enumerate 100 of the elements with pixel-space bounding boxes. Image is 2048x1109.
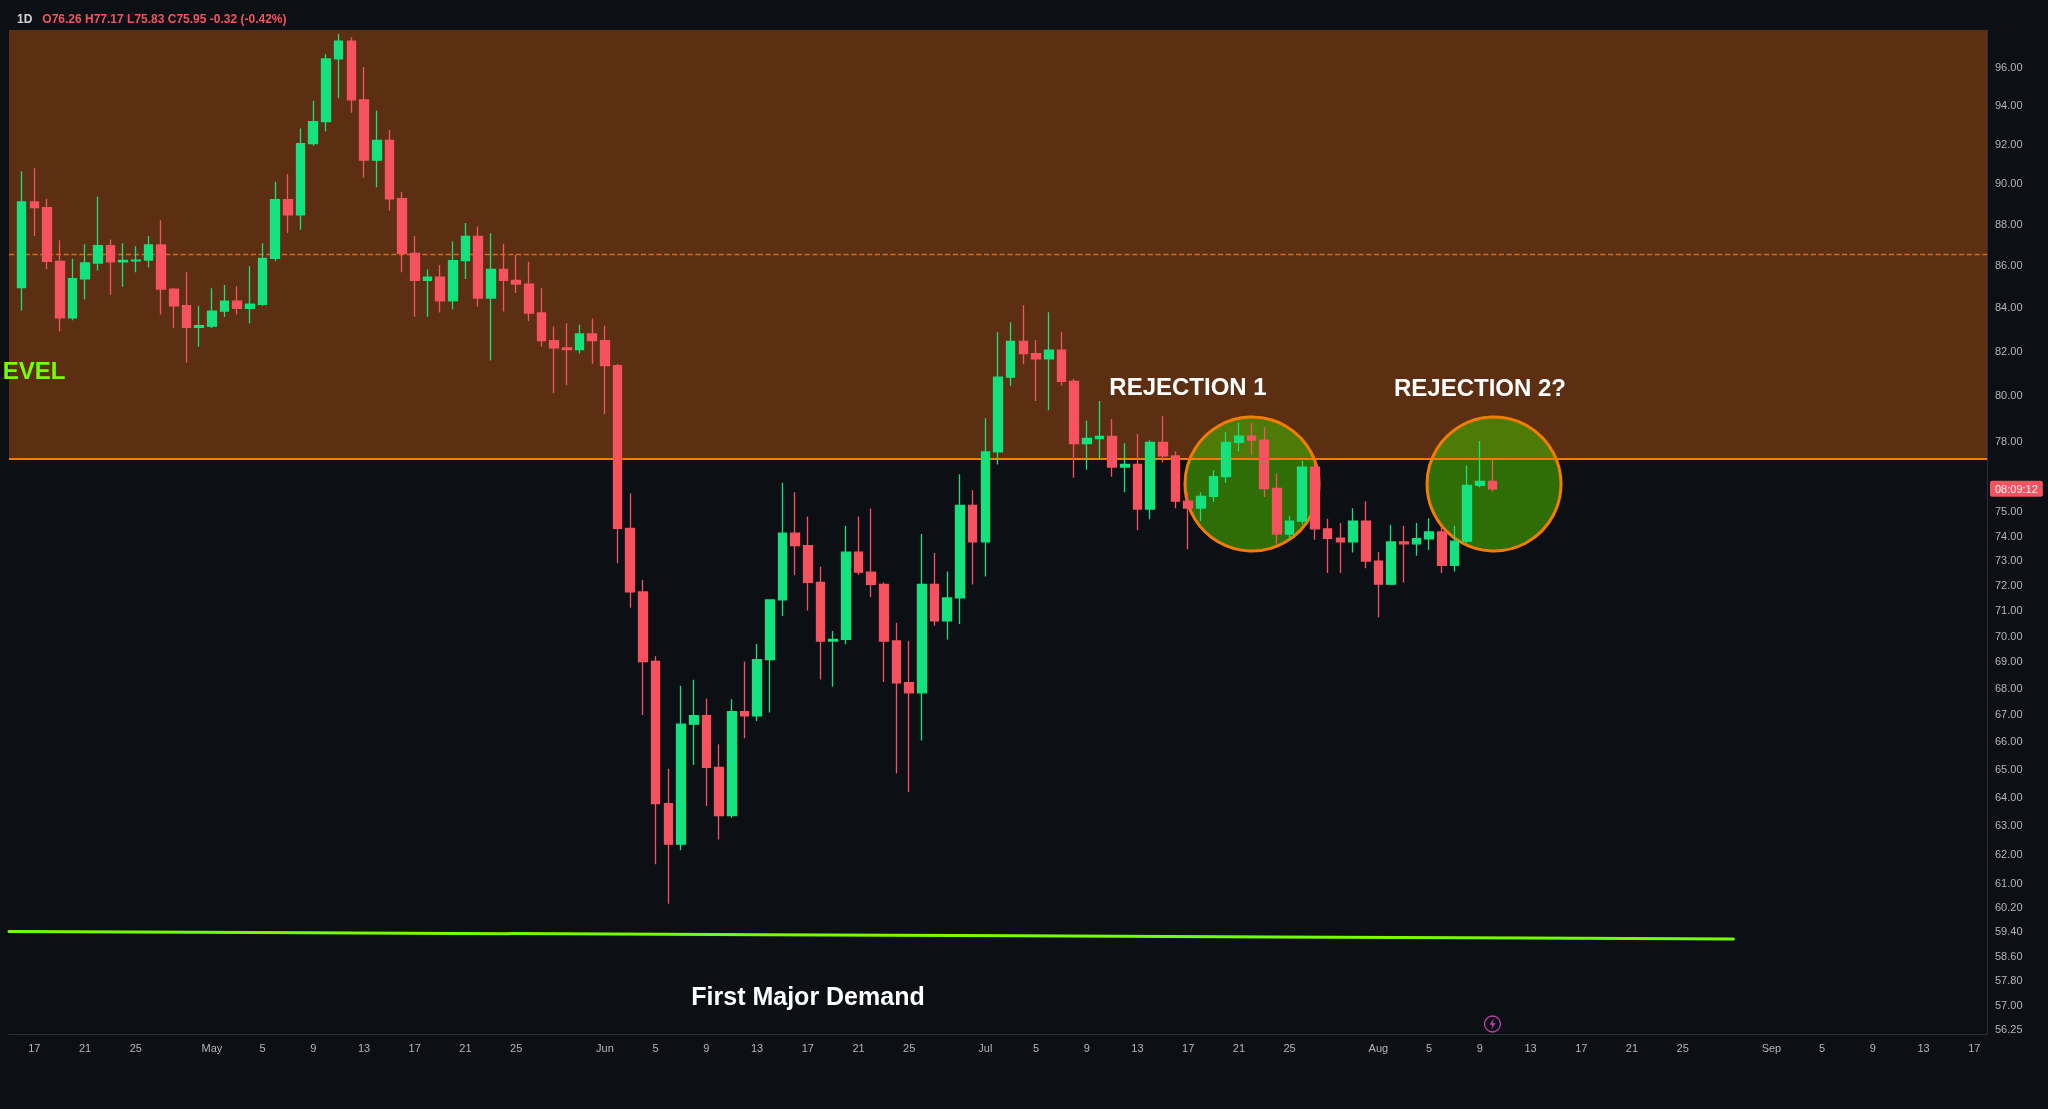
candlestick xyxy=(79,243,91,301)
x-tick-label: 5 xyxy=(1819,1041,1826,1054)
candlestick xyxy=(1030,339,1042,402)
candlestick xyxy=(1043,311,1055,411)
candlestick xyxy=(561,322,573,386)
candlestick xyxy=(980,417,991,578)
candlestick xyxy=(92,195,104,272)
candlestick xyxy=(219,284,230,318)
y-tick-label: 72.00 xyxy=(1995,578,2023,591)
candlestick xyxy=(67,258,78,321)
candlestick xyxy=(1474,440,1486,489)
candlestick xyxy=(1144,439,1156,520)
y-tick-label: 96.00 xyxy=(1995,61,2023,74)
candlestick xyxy=(599,325,611,415)
candlestick xyxy=(1246,422,1257,456)
y-tick-label: 63.00 xyxy=(1995,819,2023,832)
candlestick xyxy=(1157,415,1169,464)
candlestick xyxy=(472,225,484,308)
candlestick xyxy=(827,630,839,688)
x-tick-label: 17 xyxy=(801,1041,814,1054)
candlestick xyxy=(295,127,306,231)
candlestick xyxy=(41,198,53,270)
candlestick xyxy=(1208,469,1219,503)
y-tick-label: 94.00 xyxy=(1995,99,2023,111)
annotation: REJECTION 1 xyxy=(1109,372,1267,400)
candlestick xyxy=(853,515,864,576)
y-tick-label: 58.60 xyxy=(1995,949,2023,962)
x-tick-label: Sep xyxy=(1761,1041,1782,1054)
y-tick-label: 68.00 xyxy=(1995,681,2023,694)
y-tick-label: 59.40 xyxy=(1995,925,2023,938)
x-tick-label: 9 xyxy=(1476,1041,1483,1054)
candlestick xyxy=(929,552,940,627)
candlestick xyxy=(726,698,738,819)
candlestick xyxy=(637,579,649,716)
x-tick-label: 9 xyxy=(1083,1041,1090,1054)
candlestick xyxy=(1309,461,1321,541)
x-tick-label: Jul xyxy=(978,1041,993,1054)
x-tick-label: 21 xyxy=(78,1041,92,1054)
candlestick xyxy=(1335,522,1346,574)
y-tick-label: 92.00 xyxy=(1995,137,2023,150)
candlestick xyxy=(891,622,902,775)
candlestick xyxy=(371,110,383,188)
candlestick xyxy=(1423,517,1435,551)
candlestick xyxy=(460,222,471,280)
candlestick xyxy=(244,265,256,325)
x-tick-label: 13 xyxy=(750,1041,764,1054)
y-tick-label: 62.00 xyxy=(1995,848,2023,861)
candlestick xyxy=(650,655,661,865)
candlestick xyxy=(1373,551,1384,618)
candlestick xyxy=(193,305,205,348)
candlestick xyxy=(916,533,928,742)
y-tick-label: 65.00 xyxy=(1995,762,2023,775)
y-tick-label: 57.00 xyxy=(1995,999,2023,1012)
x-tick-label: 17 xyxy=(408,1041,421,1054)
y-tick-label: 80.00 xyxy=(1995,389,2023,402)
y-tick-label: 82.00 xyxy=(1995,344,2023,357)
candlestick xyxy=(16,170,27,312)
candlestick xyxy=(422,268,433,318)
candlestick xyxy=(1094,400,1105,461)
candlestick xyxy=(536,287,547,348)
candlestick xyxy=(1106,418,1118,478)
y-tick-label: 86.00 xyxy=(1995,259,2023,272)
candlestick xyxy=(498,243,509,313)
candlestick xyxy=(1322,517,1333,574)
candlestick xyxy=(1347,507,1359,554)
candlestick xyxy=(396,191,408,273)
candlestick xyxy=(1220,431,1232,484)
x-tick-label: Aug xyxy=(1368,1041,1389,1054)
candlestick xyxy=(574,324,585,355)
candlestick xyxy=(346,36,357,114)
y-tick-label: 70.00 xyxy=(1995,629,2023,642)
candlestick xyxy=(523,261,535,322)
chart-title: 1D xyxy=(17,12,33,26)
candlestick xyxy=(967,489,978,586)
y-tick-label: 66.00 xyxy=(1995,735,2023,748)
candlestick xyxy=(789,491,801,576)
x-tick-label: 5 xyxy=(1426,1041,1433,1054)
candlestick xyxy=(1005,321,1016,387)
candlestick xyxy=(1284,515,1295,541)
candlestick xyxy=(1018,304,1029,365)
y-tick-label: 64.00 xyxy=(1995,790,2023,803)
x-tick-label: May xyxy=(201,1041,223,1054)
candlestick xyxy=(1461,464,1473,544)
x-tick-label: 17 xyxy=(28,1041,41,1054)
candlestick xyxy=(333,33,344,99)
candlestick xyxy=(1170,450,1181,509)
x-tick-label: 21 xyxy=(1625,1041,1639,1054)
candlestick xyxy=(155,219,167,316)
candlestick xyxy=(1398,524,1410,584)
annotation: REJECTION 2? xyxy=(1393,373,1567,401)
y-tick-label: 73.00 xyxy=(1995,554,2023,567)
candlestick xyxy=(764,599,776,714)
x-tick-label: 25 xyxy=(1283,1041,1296,1054)
candlestick xyxy=(384,129,395,212)
candlestick xyxy=(1195,491,1207,522)
candlestick xyxy=(257,242,268,307)
candlestick xyxy=(739,660,750,739)
candlestick xyxy=(181,271,192,364)
y-tick-label: 69.00 xyxy=(1995,655,2023,668)
candlestick xyxy=(1296,460,1308,525)
